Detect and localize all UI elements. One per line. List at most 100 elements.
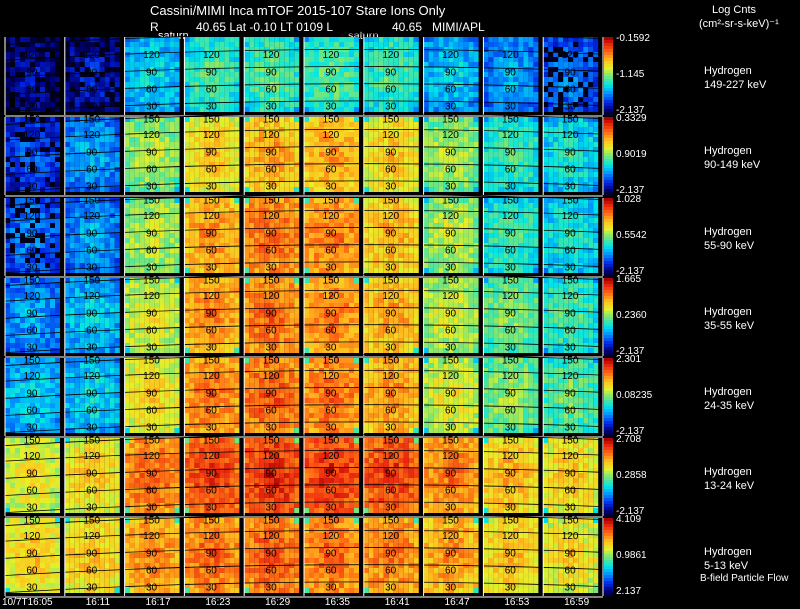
contour-label: 60: [146, 406, 158, 417]
contour-label: 150: [143, 516, 160, 527]
contour-label: 150: [24, 276, 41, 287]
contour-label: 90: [26, 147, 38, 158]
contour-label: 150: [83, 196, 100, 207]
title: Cassini/MIMI Inca mTOF 2015-107 Stare Io…: [150, 3, 446, 18]
contour-label: 30: [505, 503, 517, 514]
contour-label: 30: [325, 182, 337, 193]
contour-label: 30: [266, 182, 278, 193]
contour-label: 150: [502, 276, 519, 287]
contour-label: 90: [385, 228, 397, 239]
contour-label: 120: [442, 451, 459, 462]
contour-label: 30: [385, 343, 397, 354]
contour-label: 120: [143, 211, 160, 222]
contour-label: 60: [565, 326, 577, 337]
band-panel-4: 150 120 90 60 30 150 120 90 60 30 150 120 90 60 30 150 1…: [4, 354, 613, 438]
contour-label: 120: [24, 50, 41, 61]
contour-label: 60: [385, 566, 397, 577]
contour-label: 60: [445, 566, 457, 577]
contour-label: 120: [382, 531, 399, 542]
contour-label: 120: [24, 451, 41, 462]
contour-label: 150: [502, 115, 519, 126]
contour-label: 60: [565, 406, 577, 417]
contour-label: 30: [445, 583, 457, 594]
contour-label: 120: [562, 291, 579, 302]
x-tick-label: 16:35: [324, 597, 350, 608]
contour-label: 60: [385, 85, 397, 96]
contour-label: 60: [505, 246, 517, 257]
contour-label: 60: [445, 246, 457, 257]
contour-label: 150: [143, 196, 160, 207]
contour-label: 150: [382, 516, 399, 527]
contour-label: 150: [323, 115, 340, 126]
contour-label: 150: [263, 115, 280, 126]
contour-label: 60: [385, 165, 397, 176]
contour-label: 60: [206, 85, 218, 96]
colorbar-mid: 0.2360: [616, 310, 647, 321]
contour-label: 120: [203, 50, 220, 61]
contour-label: 60: [325, 165, 337, 176]
contour-label: 30: [86, 423, 98, 434]
contour-label: 90: [385, 388, 397, 399]
units-label: Log Cnts: [712, 4, 757, 16]
contour-label: 60: [146, 246, 158, 257]
band-panel-0: 120 90 60 30 120 90 60 30 120 90 60 30 120 90 60 30 120 9…: [4, 33, 613, 117]
contour-label: 150: [143, 436, 160, 447]
contour-label: 120: [442, 531, 459, 542]
contour-label: 60: [505, 326, 517, 337]
contour-label: 150: [323, 356, 340, 367]
band-panel-3: 150 120 90 60 30 150 120 90 60 30 150 120 90 60 30 150 1…: [4, 274, 613, 358]
contour-label: 90: [505, 468, 517, 479]
subline-r: R: [150, 20, 159, 34]
contour-label: 60: [266, 246, 278, 257]
contour-label: 30: [26, 182, 38, 193]
contour-label: 120: [143, 291, 160, 302]
contour-label: 120: [24, 130, 41, 141]
subline-credit: MIMI/APL: [432, 20, 485, 34]
contour-label: 120: [83, 531, 100, 542]
contour-label: 60: [505, 165, 517, 176]
contour-label: 120: [382, 50, 399, 61]
band-energy: 55-90 keV: [704, 240, 755, 252]
contour-label: 150: [323, 516, 340, 527]
contour-label: 60: [385, 326, 397, 337]
contour-label: 60: [325, 406, 337, 417]
contour-label: 150: [442, 356, 459, 367]
x-tick-label: 16:41: [384, 597, 410, 608]
contour-label: 60: [385, 486, 397, 497]
units-sublabel: (cm²-sr-s-keV)⁻¹: [699, 18, 779, 30]
contour-label: 30: [206, 263, 218, 274]
contour-label: 120: [502, 371, 519, 382]
contour-label: 120: [24, 371, 41, 382]
contour-label: 60: [26, 165, 38, 176]
contour-label: 90: [325, 147, 337, 158]
x-tick-label: 16:17: [145, 597, 171, 608]
contour-label: 60: [266, 486, 278, 497]
contour-label: 120: [323, 531, 340, 542]
contour-label: 30: [565, 423, 577, 434]
contour-label: 150: [562, 356, 579, 367]
contour-label: 120: [323, 211, 340, 222]
contours-3: 150 120 90 60 30 150 120 90 60 30 150 120 90 60 30 150 1…: [4, 274, 604, 354]
contour-label: 30: [206, 583, 218, 594]
band-energy: 90-149 keV: [704, 159, 761, 171]
contour-label: 150: [382, 436, 399, 447]
contour-label: 90: [266, 67, 278, 78]
contour-label: 120: [263, 451, 280, 462]
contour-label: 90: [565, 147, 577, 158]
contour-label: 120: [143, 130, 160, 141]
contour-label: 60: [325, 85, 337, 96]
contour-label: 90: [385, 468, 397, 479]
contour-label: 30: [325, 263, 337, 274]
contour-label: 150: [83, 115, 100, 126]
contour-label: 30: [26, 583, 38, 594]
contour-label: 60: [325, 246, 337, 257]
contour-label: 150: [263, 436, 280, 447]
band-species: Hydrogen: [704, 226, 752, 238]
colorbar-max: 0.3329: [616, 113, 647, 124]
contour-label: 120: [562, 531, 579, 542]
contour-label: 90: [385, 548, 397, 559]
colorbar-mid: 0.9019: [616, 149, 647, 160]
contour-label: 150: [382, 356, 399, 367]
colorbar-1: [604, 117, 613, 196]
contour-label: 30: [325, 423, 337, 434]
